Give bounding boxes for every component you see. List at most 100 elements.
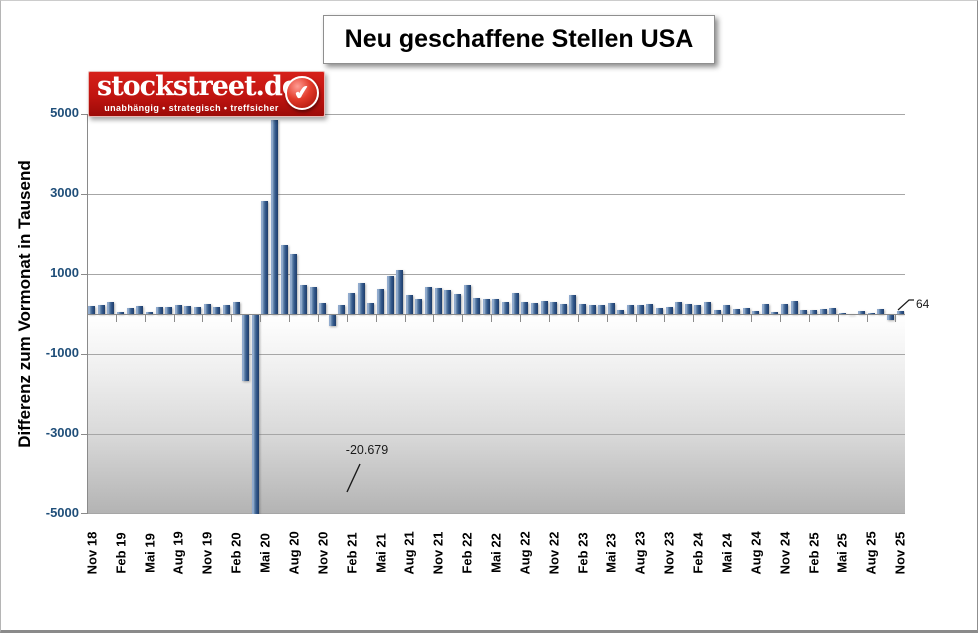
- bar: [319, 303, 327, 314]
- title-box: Neu geschaffene Stellen USA: [323, 15, 715, 64]
- bar: [742, 308, 750, 314]
- x-axis-tick: [404, 314, 406, 322]
- bar: [482, 299, 490, 314]
- bar: [896, 311, 904, 314]
- y-axis-label: 3000: [50, 185, 79, 200]
- x-axis-label: Nov 22: [546, 531, 562, 575]
- bar: [521, 302, 529, 314]
- bar: [473, 298, 481, 314]
- x-axis-label: Feb 25: [806, 532, 822, 574]
- bar: [222, 305, 230, 314]
- x-axis-label: Feb 21: [344, 532, 360, 574]
- y-axis-tick: [81, 513, 87, 514]
- logo-tagline: unabhängig • strategisch • treffsicher: [104, 103, 279, 113]
- bar: [579, 304, 586, 314]
- bar: [386, 275, 394, 314]
- bar: [684, 303, 692, 314]
- bar: [309, 286, 317, 314]
- x-axis-label: Mai 25: [834, 533, 850, 573]
- bar: [877, 309, 885, 314]
- x-axis-tick: [693, 314, 695, 322]
- gridline: [87, 274, 905, 275]
- bar: [809, 309, 817, 314]
- x-axis-label: Feb 20: [228, 532, 244, 574]
- bar: [530, 303, 538, 314]
- bar: [761, 304, 769, 314]
- bar: [617, 309, 625, 314]
- zero-axis-line: [87, 314, 905, 315]
- bar: [155, 306, 163, 314]
- x-axis-tick: [144, 314, 146, 322]
- bar: [646, 304, 654, 314]
- bar: [97, 304, 105, 314]
- bar: [704, 301, 712, 314]
- x-axis-label: Nov 21: [430, 531, 446, 575]
- bar: [367, 303, 375, 314]
- bar: [694, 304, 702, 314]
- x-axis-tick: [317, 314, 319, 322]
- gridline: [87, 434, 905, 435]
- bar: [502, 302, 509, 314]
- x-axis-tick: [722, 314, 724, 322]
- bar: [174, 305, 182, 314]
- bar: [396, 270, 404, 314]
- gridline: [87, 354, 905, 355]
- x-axis-tick: [895, 314, 897, 322]
- bar: [290, 254, 298, 314]
- x-axis-tick: [173, 314, 175, 322]
- bar: [588, 305, 596, 314]
- y-axis-label: -5000: [45, 505, 79, 520]
- bar: [598, 305, 606, 314]
- x-axis-label: Nov 24: [777, 531, 793, 575]
- x-axis-tick: [664, 314, 666, 322]
- x-axis-label: Nov 23: [661, 531, 677, 575]
- y-axis-tick: [81, 354, 87, 355]
- bar: [540, 301, 548, 314]
- gridline: [87, 114, 905, 115]
- x-axis-label: Feb 23: [575, 532, 591, 574]
- bar: [203, 303, 211, 314]
- x-axis-tick: [346, 314, 348, 322]
- bar: [627, 304, 635, 314]
- x-axis-tick: [491, 314, 493, 322]
- x-axis-tick: [779, 314, 781, 322]
- bar: [723, 305, 731, 314]
- x-axis-label: Aug 20: [286, 531, 302, 575]
- x-axis-tick: [260, 314, 262, 322]
- bar: [434, 288, 442, 314]
- bar: [136, 305, 144, 314]
- bar: [415, 298, 423, 314]
- x-axis-label: Mai 22: [488, 533, 504, 573]
- bar: [165, 307, 173, 314]
- bar: [328, 314, 336, 327]
- x-axis-tick: [87, 314, 88, 322]
- x-axis-tick: [433, 314, 435, 322]
- bar: [299, 285, 307, 314]
- bar: [213, 306, 221, 314]
- x-axis-tick: [635, 314, 637, 322]
- x-axis-label: Aug 25: [863, 531, 879, 575]
- plot-area: [87, 114, 905, 514]
- bar: [280, 244, 288, 314]
- x-axis-label: Nov 18: [84, 531, 100, 575]
- bar: [194, 306, 202, 314]
- bar: [550, 302, 558, 314]
- bar: [271, 120, 279, 314]
- x-axis-label: Mai 24: [719, 533, 735, 573]
- bar: [444, 290, 452, 314]
- x-axis-label: Aug 19: [170, 531, 186, 575]
- x-axis-label: Feb 19: [113, 532, 129, 574]
- bar: [829, 307, 837, 314]
- bar: [675, 302, 683, 314]
- gridline: [87, 194, 905, 195]
- annotation-last-value: 64: [916, 297, 930, 311]
- bar: [357, 282, 365, 314]
- bar: [492, 298, 500, 314]
- bar: [251, 314, 259, 514]
- bar: [569, 295, 577, 314]
- bar: [559, 304, 567, 314]
- x-axis-tick: [837, 314, 839, 322]
- bar: [665, 306, 673, 314]
- x-axis-label: Mai 23: [603, 533, 619, 573]
